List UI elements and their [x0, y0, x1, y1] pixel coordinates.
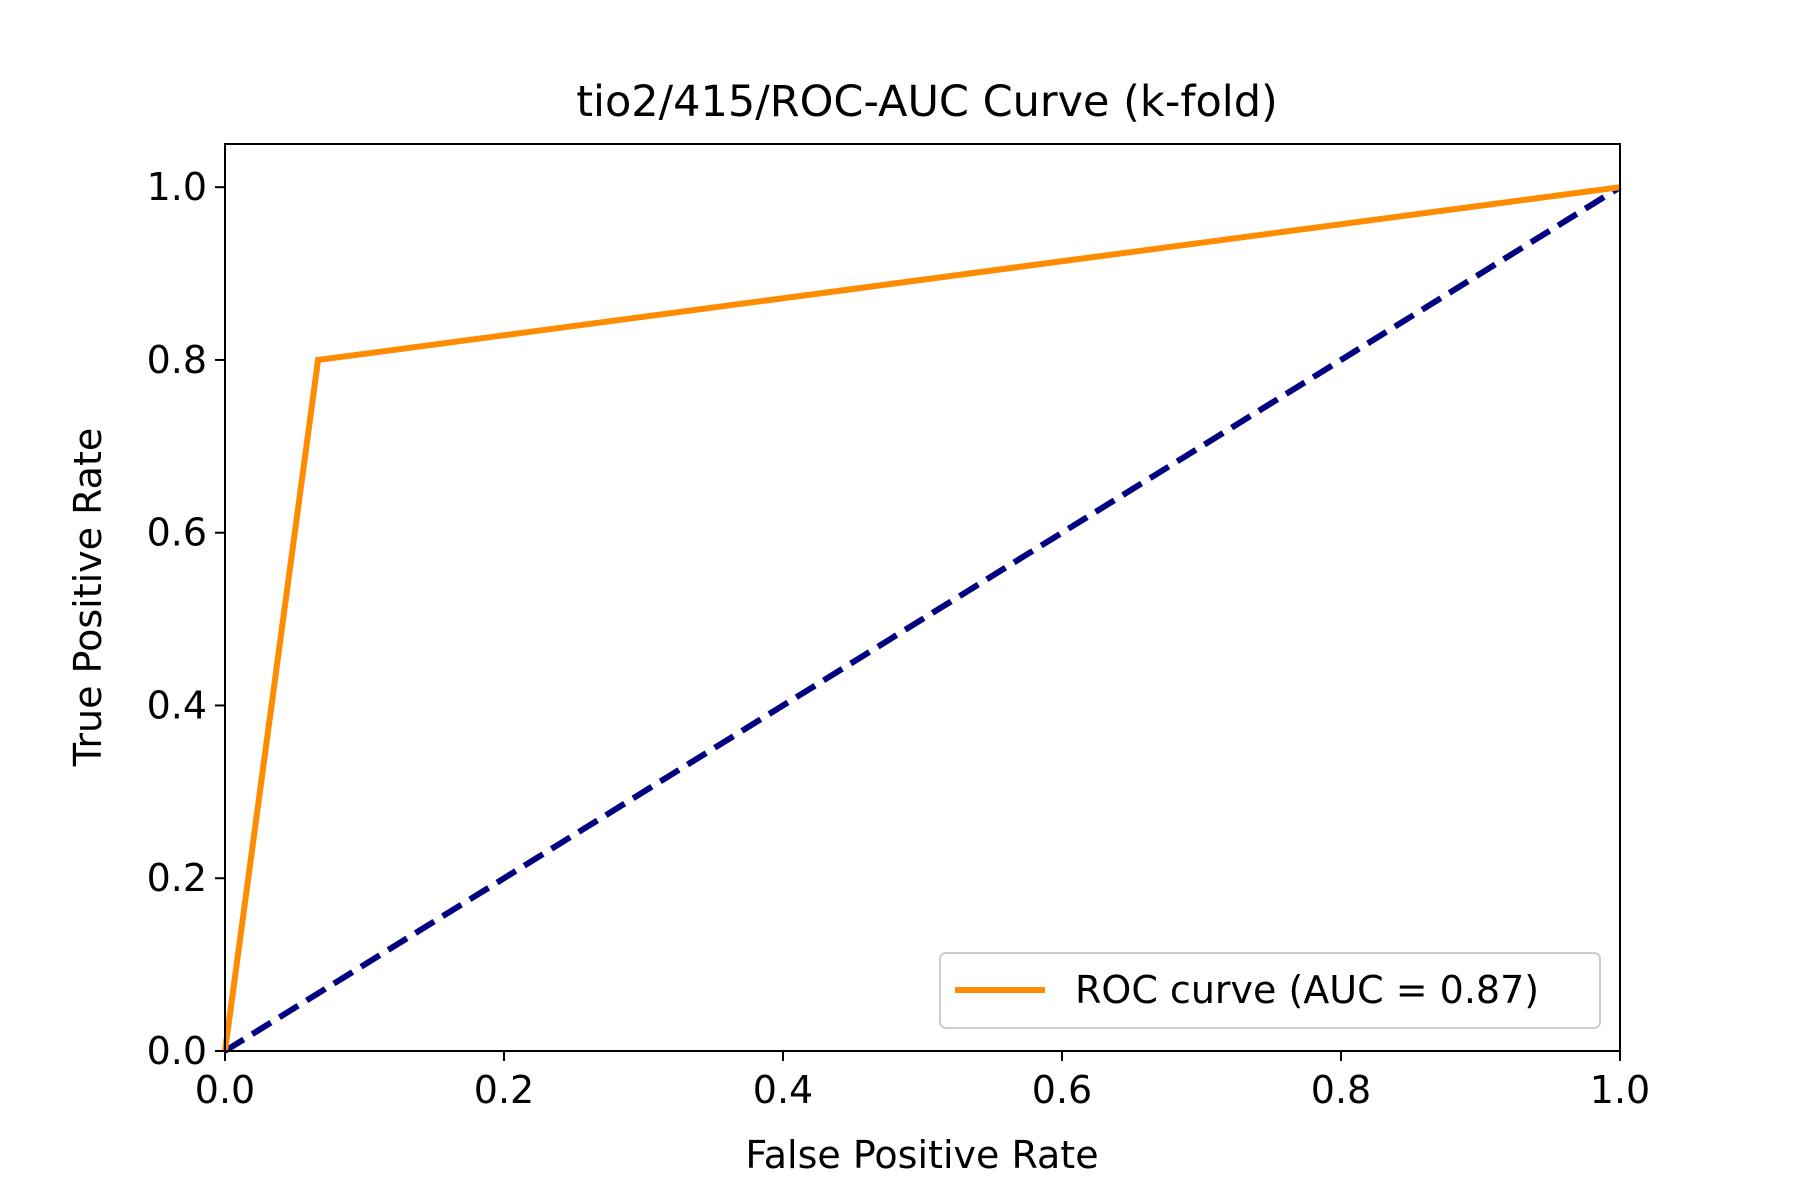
chart-title: tio2/415/ROC-AUC Curve (k-fold): [576, 77, 1278, 127]
x-axis-ticks: 0.0 0.2 0.4 0.6 0.8 1.0: [195, 1051, 1650, 1112]
series-layer: [222, 184, 1622, 1054]
x-tick-label: 0.6: [1032, 1068, 1092, 1112]
legend: ROC curve (AUC = 0.87): [939, 952, 1601, 1029]
y-tick-label: 0.2: [147, 856, 207, 900]
x-axis-label: False Positive Rate: [745, 1133, 1098, 1177]
chance-diagonal-line: [223, 184, 1622, 1054]
y-tick-label: 0.8: [147, 338, 207, 382]
x-tick-label: 0.8: [1311, 1068, 1371, 1112]
y-axis-ticks: 0.0 0.2 0.4 0.6 0.8 1.0: [147, 165, 225, 1073]
legend-box: [939, 952, 1601, 1029]
y-tick-label: 0.6: [147, 511, 207, 555]
x-tick-label: 0.2: [474, 1068, 534, 1112]
plot-background: [225, 144, 1620, 1051]
y-tick-label: 0.0: [147, 1029, 207, 1073]
y-tick-label: 1.0: [147, 165, 207, 209]
roc-curve-line: [222, 184, 1621, 1052]
x-tick-label: 0.0: [195, 1068, 255, 1112]
legend-label-roc-curve: ROC curve (AUC = 0.87): [1075, 968, 1539, 1012]
x-tick-label: 0.4: [753, 1068, 813, 1112]
x-tick-label: 1.0: [1590, 1068, 1650, 1112]
plot-frame: [224, 143, 1621, 1052]
y-tick-label: 0.4: [147, 683, 207, 727]
y-axis-label: True Positive Rate: [66, 428, 110, 768]
plot-area: [222, 143, 1622, 1054]
